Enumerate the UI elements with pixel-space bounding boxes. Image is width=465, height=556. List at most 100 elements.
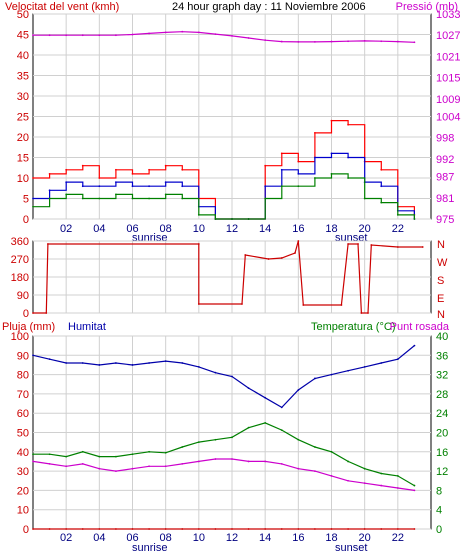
pressure-series-point-7: [148, 32, 150, 35]
pressure-right-tick-1: 981: [436, 193, 454, 205]
rain-label: Pluja (mm): [2, 321, 55, 333]
dew_point-series-point-23: [413, 489, 416, 492]
dew_point-series-point-7: [148, 465, 150, 468]
dew_point-series-point-18: [330, 475, 333, 477]
climate-xtick-3: 08: [160, 532, 172, 544]
climate-xtick-10: 22: [392, 532, 404, 544]
wind_avg-series-point-3: [81, 197, 84, 200]
dew_point-series-point-9: [181, 462, 184, 465]
temperature-series-point-3: [81, 450, 84, 453]
wind-xtick-6: 14: [259, 223, 271, 235]
wind-direction-series: [33, 240, 423, 314]
humidity-series-point-9: [181, 362, 184, 364]
wind_gust-series-point-16: [297, 160, 300, 163]
pressure-series-point-4: [98, 34, 101, 37]
direction-label-4: N: [437, 309, 445, 321]
pressure-series-point-14: [264, 39, 267, 42]
wind_avg-series-point-8: [164, 193, 167, 196]
pressure-series-point-23: [413, 41, 416, 44]
rain-series-point-8: [164, 528, 167, 530]
wind_avg-series-point-6: [131, 197, 134, 200]
temperature-series-point-6: [131, 453, 134, 456]
pressure-series-point-5: [115, 34, 117, 37]
humidity-series-point-13: [247, 387, 250, 390]
humidity-series-point-15: [280, 406, 283, 409]
wind_avg-series-point-13: [247, 218, 250, 220]
wind-direction-series-point-17: [370, 244, 373, 246]
wind_gust-series-point-4: [98, 177, 101, 179]
rain-series-point-22: [396, 528, 399, 530]
climate-right-tick-3: 12: [436, 466, 448, 478]
wind-direction-series-point-19: [421, 246, 424, 248]
pressure-series-point-17: [314, 41, 316, 43]
wind-left-tick-5: 25: [17, 112, 29, 124]
direction-label-1: W: [437, 257, 448, 269]
wind_avg-series-point-21: [380, 201, 383, 204]
climate-xtick-0: 02: [60, 532, 72, 544]
rain-series-point-18: [330, 528, 333, 530]
humidity-series-point-5: [115, 362, 117, 364]
humidity-series-point-16: [297, 389, 300, 391]
wind_avg-series-point-15: [280, 185, 283, 188]
wind_max-series-point-21: [380, 185, 383, 188]
temperature-series-point-22: [396, 475, 399, 477]
temperature-series-point-1: [48, 453, 51, 456]
rain-series-point-4: [98, 528, 101, 530]
wind_max-series-point-3: [81, 185, 84, 188]
pressure-series-point-19: [347, 40, 349, 43]
wind-direction-series-point-5: [241, 303, 243, 305]
climate-left-tick-3: 30: [17, 466, 29, 478]
temperature-series-point-5: [115, 455, 117, 458]
wind_avg-series-point-23: [413, 218, 416, 220]
wind-left-tick-2: 10: [17, 173, 29, 185]
wind_avg-series-point-14: [264, 197, 267, 200]
wind_avg-series-point-18: [330, 173, 333, 175]
wind_max-series-point-8: [164, 181, 167, 184]
wind_max-series-point-19: [347, 156, 349, 159]
temperature-series-point-12: [231, 436, 233, 439]
rain-series-point-5: [115, 528, 117, 530]
pressure-series-point-8: [164, 31, 167, 34]
pressure-series-point-21: [380, 40, 383, 43]
dew_point-series-point-20: [363, 482, 366, 485]
wind-direction-series-point-11: [302, 304, 305, 306]
wind_gust-series-point-18: [330, 119, 333, 122]
rain-series-point-1: [48, 528, 51, 530]
temperature-series-point-17: [314, 446, 316, 448]
humidity-series-point-1: [48, 358, 51, 361]
dew_point-series-point-21: [380, 484, 383, 487]
wind_gust-series-point-0: [32, 177, 34, 179]
rain-series-point-6: [131, 528, 134, 530]
climate-left-tick-9: 90: [17, 350, 29, 362]
climate-right-tick-8: 32: [436, 370, 448, 382]
wind_avg-series-point-5: [115, 193, 117, 196]
humidity-series-point-2: [65, 362, 68, 364]
wind_max-series-point-1: [48, 189, 51, 192]
pressure-right-tick-7: 1015: [436, 73, 460, 85]
pressure-series-point-6: [131, 33, 134, 36]
humidity-series-point-23: [413, 344, 416, 347]
dew_point-series-point-11: [214, 458, 217, 460]
direction-label-3: E: [437, 293, 444, 305]
humidity-series-point-12: [231, 375, 233, 378]
wind-direction-series-point-15: [360, 312, 363, 314]
wind-direction-series-point-3: [197, 243, 200, 245]
wind-xtick-5: 12: [226, 223, 238, 235]
wind-xtick-0: 02: [60, 223, 72, 235]
wind-left-tick-6: 30: [17, 91, 29, 103]
pressure-right-tick-10: 1033: [436, 9, 460, 21]
dew_point-series-point-19: [347, 479, 349, 482]
temperature-series-point-19: [347, 460, 349, 463]
wind_gust-series-point-15: [280, 152, 283, 155]
direction-left-tick-0: 0: [23, 308, 29, 320]
graph-date-title: 24 hour graph day : 11 Noviembre 2006: [172, 1, 366, 13]
rain-series-point-16: [297, 528, 300, 530]
wind_max-series-point-4: [98, 185, 101, 188]
pressure-right-tick-8: 1021: [436, 51, 460, 63]
wind_gust-series-point-7: [148, 168, 150, 171]
wind-direction-series-point-13: [347, 243, 349, 245]
wind-xtick-3: 08: [160, 223, 172, 235]
wind_max-series-point-6: [131, 185, 134, 188]
